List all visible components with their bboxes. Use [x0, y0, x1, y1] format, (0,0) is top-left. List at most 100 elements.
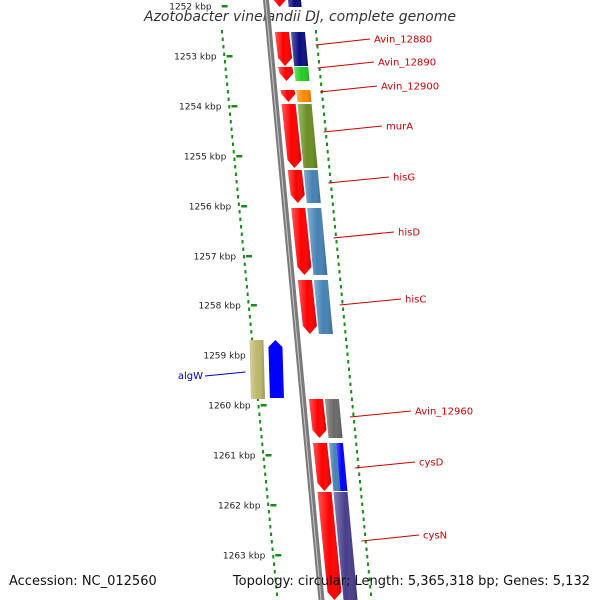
outer-ruler-dot — [350, 390, 353, 394]
outer-ruler-dot — [361, 502, 364, 506]
outer-ruler-dot — [345, 345, 348, 349]
ruler-dot — [225, 75, 228, 79]
outer-ruler-dot — [345, 337, 348, 341]
ruler-tick-label: 1260 kbp — [208, 402, 251, 412]
ruler-dot — [265, 487, 268, 491]
gene-label[interactable]: Avin_12900 — [381, 82, 439, 93]
ruler-dot — [271, 547, 274, 551]
gene-label[interactable]: Avin_12960 — [415, 407, 473, 418]
outer-ruler-dot — [332, 210, 335, 214]
ruler-dot — [226, 90, 229, 94]
ruler-dot — [257, 405, 260, 409]
outer-ruler-dot — [344, 330, 347, 334]
gene-label[interactable]: hisG — [393, 173, 415, 184]
ruler-dot — [240, 232, 243, 236]
cds-arrow-shade — [317, 492, 342, 600]
outer-ruler-dot — [322, 105, 325, 109]
gene-label[interactable]: hisC — [405, 295, 426, 306]
ruler-dot — [242, 247, 245, 251]
outer-ruler-dot — [366, 555, 369, 559]
outer-ruler-dot — [356, 457, 359, 461]
ruler-tick-label: 1258 kbp — [198, 302, 241, 312]
outer-ruler-dot — [328, 172, 331, 176]
gene-label[interactable]: murA — [386, 122, 413, 133]
ruler-tick — [260, 404, 267, 407]
outer-ruler-dot — [317, 52, 320, 56]
label-leader — [323, 125, 383, 133]
label-leader — [349, 410, 412, 418]
ruler-dot — [245, 277, 248, 281]
gene-label[interactable]: algW — [178, 371, 203, 382]
ruler-tick-label: 1256 kbp — [189, 203, 232, 213]
ruler-dot — [267, 510, 270, 514]
gene-block-shade — [328, 443, 341, 491]
outer-ruler-dot — [323, 112, 326, 116]
label-leader — [204, 371, 246, 377]
ruler-dot — [240, 225, 243, 229]
label-leader — [339, 298, 402, 306]
ruler-dot — [242, 255, 245, 259]
gene-block-shade — [307, 208, 328, 275]
gene-label[interactable]: cysN — [423, 531, 447, 542]
ruler-dot — [228, 105, 231, 109]
ruler-dot — [224, 67, 227, 71]
ruler-tick — [265, 454, 272, 457]
outer-ruler-dot — [357, 465, 360, 469]
gene-block-shade — [313, 280, 333, 334]
gene-label[interactable]: hisD — [398, 228, 420, 239]
gene-block-shade — [249, 340, 265, 399]
label-leader — [319, 85, 378, 93]
gene-label[interactable]: cysD — [419, 458, 444, 469]
gene-label[interactable]: Avin_12890 — [378, 58, 436, 69]
ruler-tick — [226, 55, 233, 58]
ruler-dot — [249, 322, 252, 326]
ruler-dot — [247, 300, 250, 304]
ruler-tick — [246, 255, 253, 258]
outer-ruler-dot — [356, 450, 359, 454]
outer-ruler-dot — [353, 427, 356, 431]
ruler: 1252 kbp 1253 kbp 1254 kbp 1255 kbp 1256 kbp… — [169, 3, 372, 596]
outer-ruler-dot — [315, 37, 318, 41]
ruler-dot — [231, 142, 234, 146]
feature-track — [249, 0, 358, 600]
ruler-dot — [266, 495, 269, 499]
label-leader — [354, 461, 416, 469]
ruler-dot — [261, 442, 264, 446]
outer-ruler-dot — [350, 397, 353, 401]
ruler-tick-label: 1259 kbp — [203, 352, 246, 362]
gene-label[interactable]: Avin_12880 — [374, 35, 432, 46]
ruler-dot — [222, 45, 225, 49]
outer-ruler-dot — [329, 180, 332, 184]
ruler-dot — [268, 517, 271, 521]
outer-ruler-dot — [339, 277, 342, 281]
ruler-dot — [230, 127, 233, 131]
outer-ruler-dot — [324, 127, 327, 131]
ruler-tick-label: 1255 kbp — [184, 153, 227, 163]
ruler-dot — [235, 180, 238, 184]
ruler-dot — [223, 60, 226, 64]
cds-arrow-shade — [291, 208, 312, 275]
ruler-dot — [260, 435, 263, 439]
ruler-dot — [241, 240, 244, 244]
ruler-dot — [259, 427, 262, 431]
outer-ruler-dot — [326, 150, 329, 154]
ruler-tick-label: 1257 kbp — [194, 253, 237, 263]
ruler-tick — [275, 554, 282, 557]
ruler-dot — [234, 165, 237, 169]
ruler-dot — [238, 210, 241, 214]
ruler-tick-label: 1254 kbp — [179, 103, 222, 113]
outer-ruler-dot — [342, 307, 345, 311]
outer-ruler-dot — [318, 67, 321, 71]
ruler-dot — [231, 135, 234, 139]
outer-ruler-dot — [330, 187, 333, 191]
label-leader — [317, 61, 375, 69]
cds-arrow-shade — [280, 90, 296, 102]
ruler-tick — [221, 5, 228, 8]
ruler-tick-label: 1262 kbp — [218, 502, 261, 512]
outer-ruler-dot — [319, 75, 322, 79]
ruler-dot — [258, 412, 261, 416]
ruler-dot — [256, 397, 259, 401]
ruler-dot — [270, 540, 273, 544]
ruler-tick — [270, 504, 277, 507]
outer-ruler-dot — [325, 135, 328, 139]
